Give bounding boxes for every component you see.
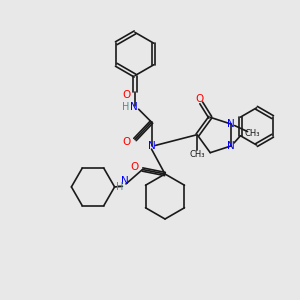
Text: O: O [122, 137, 131, 147]
Text: O: O [122, 90, 131, 100]
Text: CH₃: CH₃ [190, 150, 205, 159]
Text: N: N [130, 102, 137, 112]
Text: H: H [116, 182, 123, 192]
Text: H: H [122, 102, 129, 112]
Text: N: N [227, 119, 235, 129]
Text: N: N [121, 176, 128, 187]
Text: O: O [130, 162, 138, 172]
Text: CH₃: CH₃ [244, 129, 260, 138]
Text: N: N [227, 141, 235, 151]
Text: N: N [148, 140, 155, 151]
Text: O: O [196, 94, 204, 104]
